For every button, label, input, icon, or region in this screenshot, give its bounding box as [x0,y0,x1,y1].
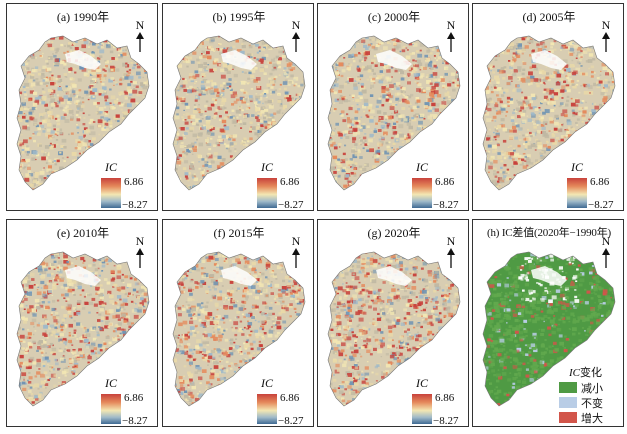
legend-item-label: 不变 [581,398,603,410]
change-legend-item: 减小 [559,380,623,395]
ic-map [482,35,616,191]
legend-color-ramp [101,394,121,424]
legend-swatch [559,412,577,423]
legend-item-label: 增大 [581,413,603,425]
map-panel: (b) 1995年 N IC 6.86 −8.27 [162,3,314,211]
ic-legend: IC 6.86 −8.27 [97,376,157,427]
ic-map [172,251,306,407]
ic-legend: IC 6.86 −8.27 [97,160,157,211]
ic-map [16,251,150,407]
legend-swatch [559,382,577,393]
change-legend-item: 不变 [559,395,623,410]
arrow-up-icon [447,32,455,52]
legend-title: IC [105,160,117,174]
legend-max-value: 6.86 [280,176,300,188]
legend-title: IC [416,160,428,174]
arrow-up-icon [292,32,300,52]
panel-title: (f) 2015年 [213,226,265,240]
map-panel: (d) 2005年 N IC 6.86 −8.27 [472,3,624,211]
map-panel: (g) 2020年 N IC 6.86 −8.27 [317,219,469,427]
legend-color-ramp [257,394,277,424]
legend-title: IC [261,376,273,390]
panel-title: (e) 2010年 [56,226,110,240]
legend-color-ramp [257,178,277,208]
legend-title-rest: 变化 [580,367,602,379]
panel-title: (c) 2000年 [367,10,421,24]
ic-legend: IC 6.86 −8.27 [253,376,313,427]
ic-map [327,35,461,191]
legend-title: IC [105,376,117,390]
north-arrow-icon: N [444,234,458,268]
legend-swatch [559,397,577,408]
ic-legend: IC 6.86 −8.27 [408,160,468,211]
legend-min-value: −8.27 [433,199,459,211]
panel-title: (a) 1990年 [56,10,110,24]
north-label: N [601,234,611,248]
legend-title: IC [416,376,428,390]
map-panel: (c) 2000年 N IC 6.86 −8.27 [317,3,469,211]
north-arrow-icon: N [133,234,147,268]
panel-title: (g) 2020年 [367,226,421,240]
legend-color-ramp [567,178,587,208]
legend-title-italic: IC [569,367,580,379]
north-arrow-icon: N [133,18,147,52]
ic-map [16,35,150,191]
arrow-up-icon [136,32,144,52]
panel-title: (b) 1995年 [212,10,266,24]
ic-change-legend: IC变化减小不变增大 [557,364,623,426]
legend-max-value: 6.86 [435,176,455,188]
map-panel: (e) 2010年 N IC 6.86 −8.27 [6,219,158,427]
ic-legend: IC 6.86 −8.27 [408,376,468,427]
north-arrow-icon: N [599,234,613,268]
legend-title: IC [571,160,583,174]
north-label: N [135,234,145,248]
arrow-up-icon [602,32,610,52]
north-label: N [601,18,611,32]
legend-color-ramp [101,178,121,208]
legend-min-value: −8.27 [278,415,304,427]
legend-min-value: −8.27 [588,199,614,211]
arrow-up-icon [136,248,144,268]
panel-title: (h) IC差值(2020年−1990年) [487,227,611,239]
north-label: N [446,234,456,248]
legend-color-ramp [412,394,432,424]
north-arrow-icon: N [289,234,303,268]
legend-max-value: 6.86 [124,176,144,188]
map-panel: (h) IC差值(2020年−1990年) N IC变化减小不变增大 [472,219,624,427]
legend-max-value: 6.86 [280,392,300,404]
north-label: N [446,18,456,32]
legend-item-label: 减小 [581,383,603,395]
legend-max-value: 6.86 [124,392,144,404]
ic-map [327,251,461,407]
arrow-up-icon [447,248,455,268]
legend-min-value: −8.27 [122,415,148,427]
legend-min-value: −8.27 [122,199,148,211]
north-arrow-icon: N [599,18,613,52]
change-legend-title: IC变化 [569,364,602,380]
north-arrow-icon: N [444,18,458,52]
north-label: N [135,18,145,32]
legend-title: IC [261,160,273,174]
arrow-up-icon [602,248,610,268]
legend-min-value: −8.27 [433,415,459,427]
north-arrow-icon: N [289,18,303,52]
ic-change-map [482,251,616,407]
legend-max-value: 6.86 [590,176,610,188]
map-panel: (f) 2015年 N IC 6.86 −8.27 [162,219,314,427]
ic-map [172,35,306,191]
ic-legend: IC 6.86 −8.27 [563,160,623,211]
legend-max-value: 6.86 [435,392,455,404]
legend-color-ramp [412,178,432,208]
panel-title: (d) 2005年 [522,10,576,24]
ic-legend: IC 6.86 −8.27 [253,160,313,211]
map-panel: (a) 1990年 N IC 6.86 −8.27 [6,3,158,211]
north-label: N [291,18,301,32]
change-legend-item: 增大 [559,410,623,425]
legend-min-value: −8.27 [278,199,304,211]
north-label: N [291,234,301,248]
arrow-up-icon [292,248,300,268]
